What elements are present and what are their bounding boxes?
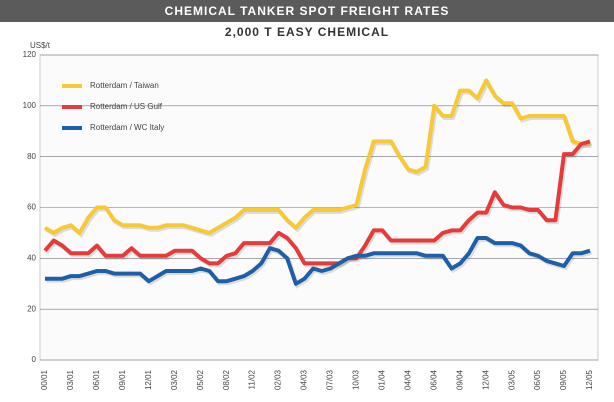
x-tick-label: 11/02 [248, 369, 257, 389]
y-axis-label: US$/t [30, 41, 51, 50]
y-tick-label: 60 [27, 203, 36, 212]
y-tick-label: 120 [23, 50, 37, 59]
x-tick-label: 06/01 [92, 369, 101, 390]
legend-label: Rotterdam / Taiwan [90, 81, 159, 90]
x-tick-label: 09/01 [118, 369, 127, 390]
x-tick-label: 03/01 [66, 369, 75, 390]
y-tick-label: 20 [27, 304, 36, 313]
legend-label: Rotterdam / US Gulf [90, 102, 163, 111]
x-tick-label: 06/04 [429, 369, 438, 390]
x-tick-label: 12/01 [144, 369, 153, 390]
x-tick-label: 09/04 [455, 369, 464, 390]
y-tick-label: 80 [27, 152, 36, 161]
x-tick-label: 01/04 [377, 369, 386, 390]
x-tick-label: 04/03 [300, 369, 309, 390]
x-tick-label: 04/04 [403, 369, 412, 390]
y-tick-label: 100 [23, 101, 37, 110]
x-tick-label: 06/05 [533, 369, 542, 390]
x-tick-label: 05/02 [196, 369, 205, 390]
chart-title: CHEMICAL TANKER SPOT FREIGHT RATES [165, 4, 450, 18]
series-line [43, 78, 590, 235]
x-tick-label: 07/03 [326, 369, 335, 390]
chart-subtitle: 2,000 T EASY CHEMICAL [225, 25, 389, 39]
x-tick-label: 00/01 [40, 369, 49, 390]
y-tick-label: 0 [32, 355, 37, 364]
x-tick-label: 10/03 [352, 369, 361, 390]
title-bar [0, 0, 614, 22]
x-tick-label: 03/02 [170, 369, 179, 390]
series-line [45, 236, 591, 286]
legend-label: Rotterdam / WC Italy [90, 123, 164, 132]
x-tick-label: 09/05 [559, 369, 568, 390]
x-tick-label: 12/05 [585, 369, 594, 390]
y-tick-label: 40 [27, 253, 36, 262]
x-tick-label: 08/02 [222, 369, 231, 390]
series-line [43, 139, 591, 266]
x-tick-label: 02/03 [274, 369, 283, 390]
x-tick-label: 03/05 [507, 369, 516, 390]
x-tick-label: 12/04 [481, 369, 490, 390]
